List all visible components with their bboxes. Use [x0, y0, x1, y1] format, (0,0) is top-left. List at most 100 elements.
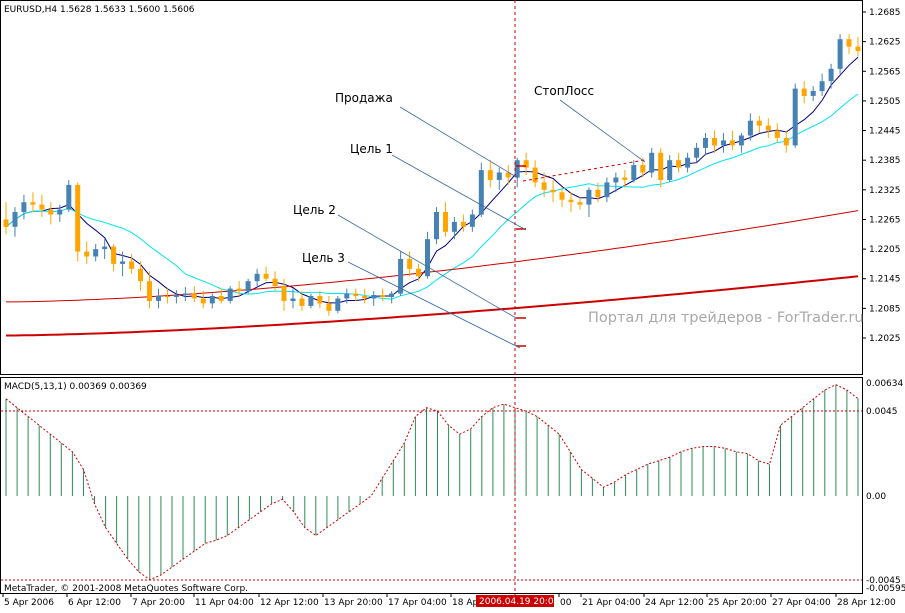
candle[interactable] [182, 287, 188, 301]
candle[interactable] [147, 271, 152, 309]
candle[interactable] [577, 197, 583, 210]
candle[interactable] [335, 296, 341, 314]
candle[interactable] [3, 202, 9, 235]
candle[interactable] [559, 187, 565, 208]
candle[interactable] [308, 293, 314, 309]
candle[interactable] [209, 293, 215, 309]
candle[interactable] [263, 266, 269, 282]
candle[interactable] [93, 244, 99, 262]
candle[interactable] [39, 194, 45, 217]
candle-body [658, 152, 664, 180]
candle[interactable] [747, 113, 753, 141]
candle[interactable] [362, 288, 368, 304]
candle[interactable] [200, 291, 206, 309]
candle[interactable] [819, 73, 825, 96]
candle[interactable] [48, 202, 54, 225]
candle[interactable] [129, 254, 135, 274]
candle[interactable] [227, 286, 233, 304]
candle[interactable] [828, 63, 834, 89]
candle[interactable] [846, 34, 852, 54]
candle[interactable] [487, 160, 493, 188]
candle[interactable] [425, 231, 430, 279]
candle[interactable] [729, 130, 735, 151]
candle[interactable] [676, 152, 682, 173]
candle[interactable] [801, 81, 807, 104]
candle[interactable] [810, 86, 816, 101]
candle[interactable] [622, 170, 628, 188]
candle[interactable] [254, 268, 260, 287]
candle[interactable] [389, 291, 395, 304]
candle[interactable] [631, 160, 637, 183]
candle[interactable] [245, 278, 251, 294]
candle[interactable] [496, 167, 502, 190]
candle[interactable] [443, 202, 448, 237]
candle[interactable] [299, 291, 305, 311]
candle[interactable] [640, 157, 646, 178]
candle[interactable] [111, 244, 117, 272]
candle[interactable] [434, 207, 439, 245]
candle[interactable] [855, 36, 861, 57]
candle[interactable] [756, 115, 762, 134]
candle[interactable] [272, 271, 278, 292]
candle[interactable] [326, 296, 332, 316]
candle[interactable] [138, 261, 143, 292]
candle[interactable] [353, 288, 359, 301]
candle[interactable] [120, 251, 126, 277]
candle-body [12, 212, 18, 227]
candle[interactable] [21, 194, 27, 220]
candle[interactable] [550, 179, 556, 203]
candle[interactable] [173, 290, 179, 304]
candle[interactable] [164, 288, 170, 304]
candle[interactable] [774, 123, 780, 143]
candle[interactable] [523, 152, 529, 175]
candle[interactable] [460, 214, 466, 232]
candle[interactable] [541, 172, 547, 198]
candle[interactable] [75, 182, 81, 262]
candle[interactable] [685, 152, 691, 173]
candle[interactable] [12, 207, 18, 237]
candle[interactable] [505, 165, 511, 185]
candle[interactable] [694, 142, 700, 163]
candle[interactable] [156, 288, 161, 309]
candle[interactable] [586, 187, 592, 217]
candle[interactable] [532, 160, 538, 188]
candle[interactable] [712, 130, 717, 153]
candle[interactable] [416, 263, 421, 282]
candle[interactable] [721, 133, 726, 153]
candle[interactable] [837, 34, 843, 74]
candle[interactable] [371, 291, 377, 306]
candle[interactable] [783, 130, 789, 153]
candle[interactable] [407, 251, 413, 277]
candle[interactable] [451, 216, 457, 240]
candle[interactable] [218, 288, 224, 304]
candle[interactable] [66, 179, 72, 213]
candle[interactable] [649, 147, 655, 178]
candle[interactable] [595, 182, 601, 203]
candle[interactable] [765, 118, 771, 138]
candle[interactable] [57, 204, 63, 222]
candle[interactable] [380, 288, 386, 301]
candle[interactable] [317, 291, 323, 309]
candle[interactable] [703, 133, 708, 156]
candle[interactable] [514, 157, 520, 188]
candle[interactable] [30, 192, 36, 213]
candle[interactable] [191, 286, 197, 302]
candlesticks[interactable] [3, 34, 861, 316]
candle[interactable] [568, 192, 574, 213]
candle[interactable] [792, 83, 798, 148]
candle[interactable] [84, 241, 90, 264]
candle[interactable] [469, 209, 475, 232]
candle[interactable] [281, 278, 287, 311]
candle-body [846, 39, 852, 47]
candle[interactable] [604, 177, 610, 203]
candle[interactable] [613, 172, 619, 193]
candle[interactable] [236, 281, 242, 297]
candle[interactable] [738, 133, 744, 153]
candle[interactable] [102, 239, 108, 259]
candle[interactable] [667, 155, 673, 183]
candle[interactable] [478, 162, 484, 217]
candle[interactable] [344, 288, 350, 304]
ma-long-line [6, 275, 859, 337]
candle[interactable] [290, 288, 296, 309]
candle[interactable] [658, 147, 664, 188]
